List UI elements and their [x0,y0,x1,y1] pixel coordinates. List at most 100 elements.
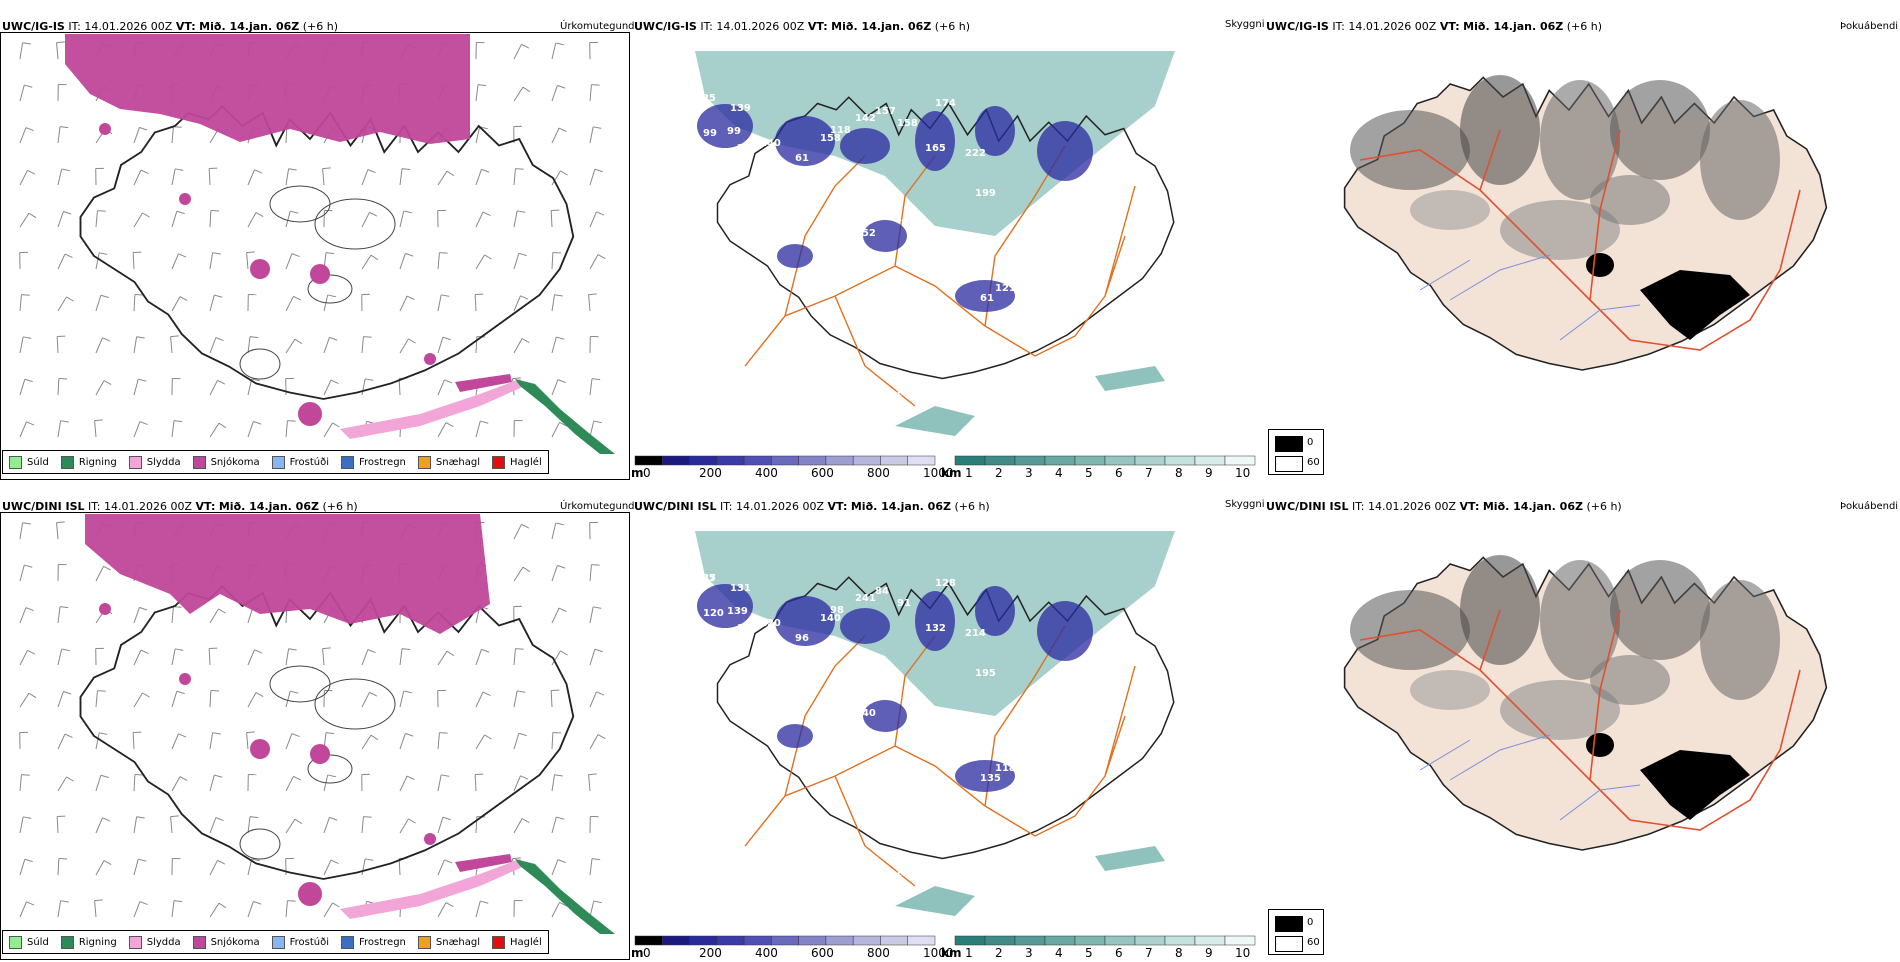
fog-panel-title: Þokuábendi [1840,21,1899,32]
low-cloud-area [955,280,1015,312]
coastline [716,576,1175,860]
wind-barb [513,566,531,582]
lead-time: (+6 h) [302,20,339,33]
wind-barb [589,84,600,102]
cloud-base-label: 120 [760,618,781,629]
wind-barb [513,168,524,186]
visibility-unit: km [941,466,962,480]
cloud-base-label: 135 [980,773,1001,784]
wind-barb [57,253,73,270]
wind-barb [133,126,148,144]
glacier-outline [314,198,396,250]
wind-barb [513,210,526,228]
visibility-tick: 10 [1235,466,1251,480]
wind-barb [247,858,260,876]
snow-cell [298,882,322,906]
wind-barb [133,774,144,792]
wind-barb [323,816,338,834]
init-time-label: IT: [720,500,733,513]
cloud-base-label: 152 [855,228,876,239]
wind-barb [57,606,69,624]
wind-barb [95,860,112,876]
cloud-base-tick: 800 [867,946,890,960]
low-cloud-area [1037,121,1093,181]
legend-item-snjókoma: Snjókoma [192,935,260,949]
wind-barb [285,253,300,270]
legend-item-slydda: Slydda [128,455,181,469]
visibility-tick: 6 [1115,946,1123,960]
visibility-tick: 6 [1115,466,1123,480]
glacier-outline [307,274,353,304]
rain-band [515,379,615,454]
wind-barb [57,776,74,792]
visibility-tick: 3 [1025,946,1033,960]
wind-barb [133,421,148,438]
valid-time: Mið. 14.jan. 06Z [831,20,932,33]
cloud-base-label: 158 [897,118,918,129]
snow-cell [424,833,436,845]
fog-key-swatch [1275,456,1303,472]
visibility-tick: 7 [1145,946,1153,960]
legend-swatch [341,935,354,949]
cloud-base-label: 140 [995,828,1016,839]
wind-barb [133,336,145,354]
wind-barb [95,210,106,228]
cloud-base-colorbar: m 0 200 400 600 800 1000 [631,935,954,962]
cloud-base-label: 137 [695,573,716,584]
wind-barb [133,378,147,396]
precip-type-legend: Súld Rigning Slydda Snjókoma Frostúði Frostre… [2,930,549,954]
wind-barb [133,606,148,624]
cloud-base-label: 241 [855,593,876,604]
wind-barb [19,294,30,312]
wind-barb [19,858,33,876]
legend-item-súld: Súld [9,935,49,949]
cloud-base-label: 131 [730,583,751,594]
cloud-base-label: 240 [855,708,876,719]
wind-barb [437,209,446,228]
wind-barb [589,564,600,582]
visibility-colorbar: km 1 2 3 4 5 6 7 8 9 10 [941,455,1256,482]
legend-item-rigning: Rigning [60,935,117,949]
visibility-tick: 9 [1205,466,1213,480]
precip-panel-title: Úrkomutegund [560,21,635,32]
cloud-base-label: 133 [895,213,916,224]
wind-barb [209,379,226,396]
cloud-base-label: 61 [980,293,994,304]
init-time: 14.01.2026 00Z [1368,500,1457,513]
model-name: UWC/DINI ISL [1266,500,1349,513]
low-cloud-area [975,586,1015,636]
wind-barb [209,608,226,624]
wind-barb [19,564,33,582]
wind-barb [94,419,103,438]
low-cloud-area [775,116,835,166]
wind-barb [437,252,448,270]
valid-time-label: VT: [1439,20,1460,33]
sleet-area [340,379,525,439]
wind-barb [94,899,103,918]
wind-barb [513,818,530,834]
legend-item-frostregn: Frostregn [341,935,406,949]
wind-barb [551,901,568,918]
init-time: 14.01.2026 00Z [1348,20,1437,33]
cloud-base-label: 99 [703,128,717,139]
road-network [744,625,1136,887]
visibility-tick: 4 [1055,466,1063,480]
cloud-base-label: 98 [895,693,909,704]
glacier-outline [239,828,281,860]
cloud-base-label: 111 [835,188,856,199]
visibility-tick: 2 [995,946,1003,960]
wind-barb [589,378,601,396]
init-time-label: IT: [1332,20,1345,33]
wind-barb [474,773,484,792]
model-name: UWC/IG-IS [1266,20,1329,33]
wind-barb [247,816,259,834]
wind-barb [589,734,606,750]
wind-barb [551,127,567,144]
wind-barb [209,902,227,918]
glacier-outline [314,678,396,730]
wind-barb [95,167,104,186]
low-visibility-area-south [895,406,975,436]
wind-barb [437,422,454,438]
wind-barb [589,168,603,186]
